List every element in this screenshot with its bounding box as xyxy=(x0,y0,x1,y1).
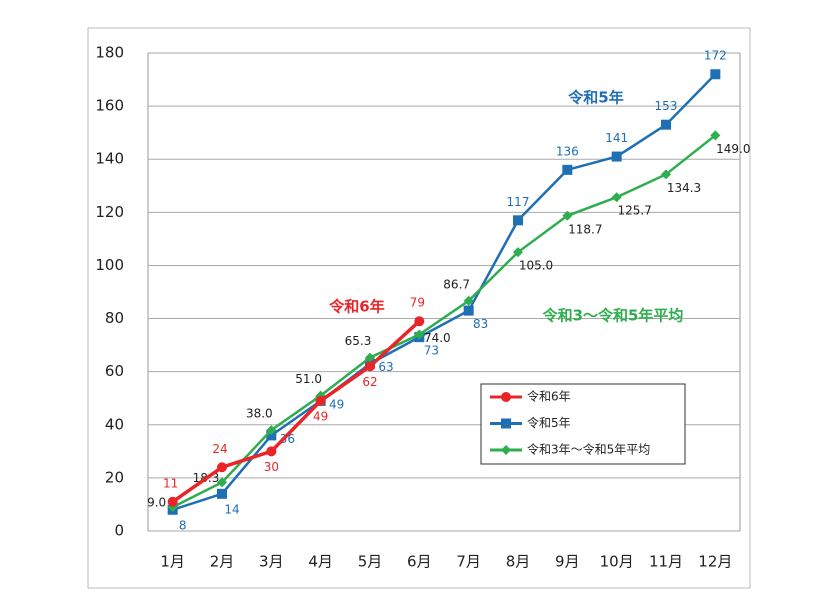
point xyxy=(414,316,425,327)
series: 11 24 30 49 62 79 xyxy=(163,296,425,507)
point xyxy=(167,496,178,507)
data-label: 83 xyxy=(473,317,488,331)
point xyxy=(611,192,622,203)
legend-label: 令和5年 xyxy=(527,415,571,430)
y-tick-label: 120 xyxy=(95,203,124,221)
data-label: 118.7 xyxy=(568,222,602,236)
point xyxy=(463,305,474,316)
point xyxy=(315,395,326,406)
data-label: 30 xyxy=(264,460,279,474)
point xyxy=(501,445,511,455)
point xyxy=(414,329,425,340)
annotation: 令和6年 xyxy=(329,298,384,316)
point xyxy=(217,462,227,473)
point xyxy=(463,295,474,306)
point xyxy=(710,69,721,80)
y-tick-label: 80 xyxy=(105,309,124,327)
data-label: 141 xyxy=(605,131,628,145)
y-tick-label: 140 xyxy=(95,150,124,168)
data-label: 14 xyxy=(224,502,239,516)
point xyxy=(661,169,671,180)
data-label: 136 xyxy=(556,144,579,158)
legend-label: 令和6年 xyxy=(527,389,571,404)
data-label: 11 xyxy=(163,476,178,490)
point xyxy=(562,210,573,221)
data-label: 134.3 xyxy=(667,181,701,195)
data-label: 36 xyxy=(280,432,295,446)
data-label: 49 xyxy=(329,397,344,411)
point xyxy=(501,392,511,402)
series-line xyxy=(171,319,421,504)
data-label: 24 xyxy=(212,442,227,456)
point xyxy=(365,352,375,363)
point xyxy=(513,215,523,226)
y-tick-label: 40 xyxy=(105,415,124,433)
y-tick-label: 160 xyxy=(95,97,124,115)
data-label: 63 xyxy=(378,360,393,374)
data-label: 79 xyxy=(410,296,425,310)
data-label: 117 xyxy=(507,195,530,209)
x-tick-label: 7月 xyxy=(456,553,481,571)
data-label: 65.3 xyxy=(345,334,372,348)
data-label: 125.7 xyxy=(617,204,651,218)
legend-label: 令和3年～令和5年平均 xyxy=(527,442,650,457)
point xyxy=(266,446,277,457)
point xyxy=(266,425,277,436)
x-tick-label: 8月 xyxy=(506,553,531,571)
x-tick-label: 11月 xyxy=(649,553,683,571)
series-line xyxy=(172,134,717,509)
data-label: 172 xyxy=(704,49,727,63)
point xyxy=(513,247,523,258)
y-tick-label: 60 xyxy=(105,362,124,380)
data-label: 62 xyxy=(362,375,377,389)
data-label: 86.7 xyxy=(443,277,470,291)
data-label: 49 xyxy=(313,409,328,423)
point xyxy=(266,430,277,441)
x-tick-label: 9月 xyxy=(555,553,580,571)
data-label: 105.0 xyxy=(519,259,553,273)
x-tick-label: 6月 xyxy=(407,553,432,571)
y-tick-label: 0 xyxy=(114,522,124,540)
point xyxy=(661,119,671,130)
x-tick-label: 1月 xyxy=(160,553,185,571)
data-label: 153 xyxy=(655,99,678,113)
point xyxy=(611,151,622,162)
annotation: 令和5年 xyxy=(568,89,623,107)
data-label: 149.0 xyxy=(716,142,750,156)
point xyxy=(217,477,227,488)
data-label: 38.0 xyxy=(246,407,273,421)
y-tick-label: 20 xyxy=(105,468,124,486)
x-tick-label: 12月 xyxy=(698,553,732,571)
x-tick-label: 5月 xyxy=(358,553,383,571)
point xyxy=(365,361,375,372)
y-tick-label: 100 xyxy=(95,256,124,274)
series-line xyxy=(172,73,717,511)
x-tick-label: 10月 xyxy=(600,553,634,571)
data-label: 73 xyxy=(424,344,439,358)
data-label: 74.0 xyxy=(424,331,451,345)
data-label: 9.0 xyxy=(147,496,166,510)
x-tick-label: 4月 xyxy=(308,553,333,571)
point xyxy=(217,488,227,499)
x-tick-label: 3月 xyxy=(259,553,284,571)
data-label: 51.0 xyxy=(295,372,322,386)
point xyxy=(562,164,573,175)
y-tick-label: 180 xyxy=(95,44,124,62)
point xyxy=(710,130,721,141)
annotation: 令和3～令和5年平均 xyxy=(543,307,684,325)
x-tick-label: 2月 xyxy=(210,553,235,571)
point xyxy=(501,418,511,429)
data-label: 8 xyxy=(179,518,187,532)
